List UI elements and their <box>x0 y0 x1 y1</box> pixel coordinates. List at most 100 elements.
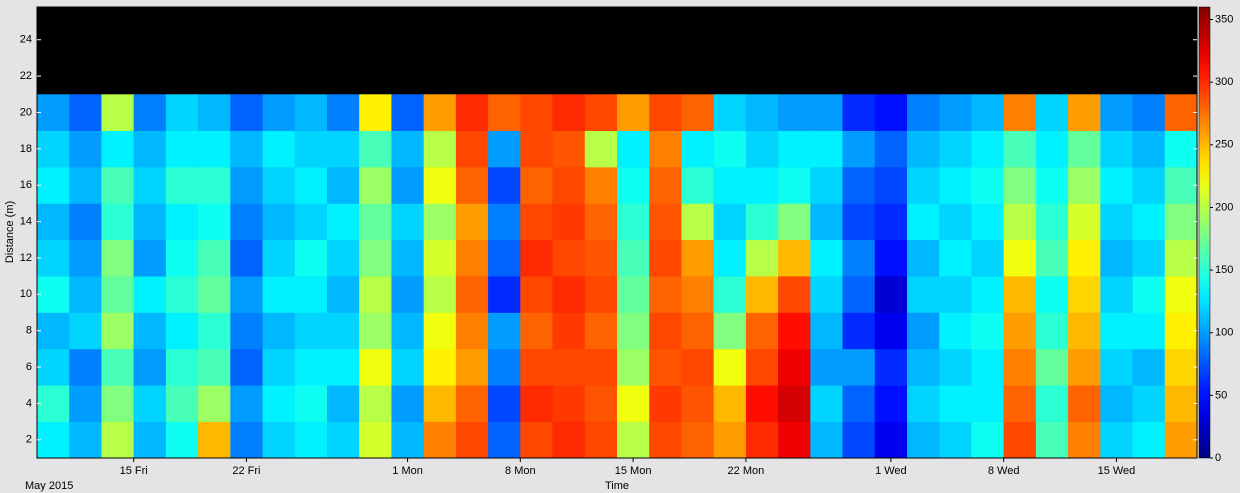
heatmap-cell <box>617 385 650 422</box>
heatmap-cell <box>455 421 489 459</box>
heatmap-cell <box>552 167 586 204</box>
heatmap-cell <box>971 167 1004 204</box>
heatmap-cell <box>198 421 231 459</box>
heatmap-cell <box>810 130 843 168</box>
heatmap-cell <box>939 312 972 350</box>
heatmap-cell <box>327 348 360 386</box>
heatmap-cell <box>1164 130 1198 168</box>
heatmap-cell <box>294 312 328 350</box>
heatmap-cell <box>327 385 360 422</box>
heatmap-cell <box>1132 348 1166 386</box>
y-axis-label: Distance (m) <box>4 201 16 263</box>
heatmap-cell <box>101 203 134 241</box>
heatmap-cell <box>584 385 618 422</box>
heatmap-cell <box>907 348 940 386</box>
colorbar-tick-label: 50 <box>1215 389 1227 401</box>
heatmap-cell <box>262 348 296 386</box>
heatmap-cell <box>1164 348 1198 386</box>
heatmap-cell <box>1068 167 1101 204</box>
heatmap-cell <box>584 348 618 386</box>
heatmap-cell <box>101 276 134 313</box>
heatmap-cell <box>874 239 908 277</box>
heatmap-cell <box>1100 203 1133 241</box>
heatmap-cell <box>294 421 328 459</box>
heatmap-cell <box>488 421 521 459</box>
heatmap-cell <box>37 348 70 386</box>
heatmap-cell <box>327 203 360 241</box>
heatmap-cell <box>1003 385 1037 422</box>
heatmap-cell <box>488 348 521 386</box>
heatmap-cell <box>488 203 521 241</box>
heatmap-cell <box>327 239 360 277</box>
heatmap-cell <box>294 203 328 241</box>
heatmap-cell <box>1035 203 1069 241</box>
heatmap-cell <box>69 203 102 241</box>
heatmap-cell <box>1100 276 1133 313</box>
x-tick-label: 15 Fri <box>120 465 148 477</box>
heatmap-cell <box>165 167 199 204</box>
heatmap-cell <box>455 167 489 204</box>
heatmap-cell <box>713 276 747 313</box>
heatmap-cell <box>971 239 1004 277</box>
heatmap-cell <box>391 203 424 241</box>
heatmap-cell <box>198 203 231 241</box>
heatmap-cell <box>198 385 231 422</box>
heatmap-cell <box>907 130 940 168</box>
heatmap-cell <box>1035 312 1069 350</box>
heatmap-cell <box>1068 276 1101 313</box>
heatmap-cell <box>617 276 650 313</box>
heatmap-cell <box>101 130 134 168</box>
heatmap-cell <box>230 94 263 131</box>
heatmap-cell <box>1100 130 1133 168</box>
heatmap-cell <box>1132 94 1166 131</box>
heatmap-cell <box>294 167 328 204</box>
heatmap-cell <box>520 203 553 241</box>
heatmap-cell <box>69 385 102 422</box>
heatmap-cell <box>713 312 747 350</box>
heatmap-cell <box>520 385 553 422</box>
heatmap-cell <box>1100 312 1133 350</box>
heatmap-cell <box>1035 130 1069 168</box>
heatmap-cell <box>262 167 296 204</box>
heatmap-cell <box>1035 276 1069 313</box>
heatmap-cell <box>230 203 263 241</box>
heatmap-cell <box>778 130 811 168</box>
heatmap-cell <box>133 348 167 386</box>
heatmap-cell <box>37 385 70 422</box>
heatmap-cell <box>455 203 489 241</box>
heatmap-cell <box>713 421 747 459</box>
heatmap-cell <box>1164 203 1198 241</box>
x-tick-label: 15 Mon <box>615 465 652 477</box>
heatmap-cell <box>649 348 682 386</box>
heatmap-cell <box>69 421 102 459</box>
heatmap-cell <box>359 167 392 204</box>
heatmap-cell <box>810 312 843 350</box>
heatmap-cell <box>262 239 296 277</box>
heatmap-cell <box>165 385 199 422</box>
heatmap-cell <box>681 239 714 277</box>
heatmap-cell <box>907 239 940 277</box>
heatmap-cell <box>165 130 199 168</box>
heatmap-cell <box>1164 421 1198 459</box>
y-tick-label: 8 <box>26 325 32 337</box>
heatmap-cell <box>294 130 328 168</box>
heatmap-cell <box>423 130 457 168</box>
heatmap-cell <box>133 276 167 313</box>
heatmap-cell <box>133 421 167 459</box>
heatmap-cell <box>842 94 876 131</box>
heatmap-cell <box>939 385 972 422</box>
heatmap-cell <box>133 239 167 277</box>
heatmap-cell <box>1100 167 1133 204</box>
heatmap-cell <box>681 276 714 313</box>
y-tick-label: 22 <box>20 70 32 82</box>
heatmap-cell <box>713 94 747 131</box>
heatmap-cell <box>778 94 811 131</box>
heatmap-cell <box>810 167 843 204</box>
heatmap-cell <box>69 94 102 131</box>
heatmap-cell <box>681 167 714 204</box>
heatmap-cell <box>1164 276 1198 313</box>
heatmap-cell <box>1068 421 1101 459</box>
heatmap-cell <box>1003 348 1037 386</box>
heatmap-cell <box>649 276 682 313</box>
heatmap-cell <box>230 385 263 422</box>
